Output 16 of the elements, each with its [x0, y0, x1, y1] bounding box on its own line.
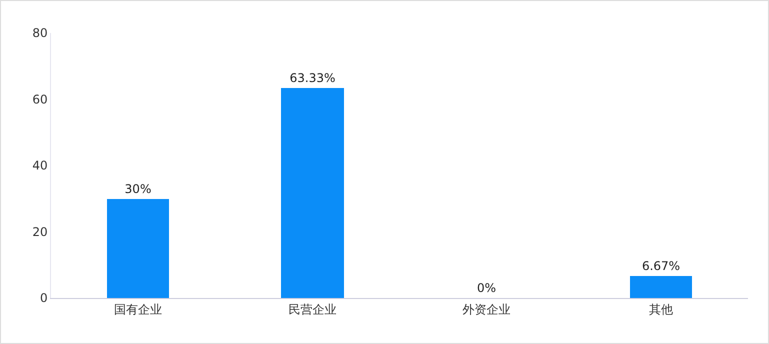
y-tick-label: 80 [32, 26, 48, 40]
bar [281, 88, 344, 298]
y-tick-label: 20 [32, 224, 48, 239]
y-tick-label: 0 [40, 291, 48, 306]
data-label: 30% [124, 182, 152, 196]
bar [107, 199, 169, 298]
y-tick-label: 60 [32, 92, 48, 106]
x-tick-label: 外资企业 [462, 302, 511, 316]
x-tick-label: 国有企业 [114, 302, 162, 316]
x-tick-label: 其他 [648, 302, 673, 316]
data-label: 63.33% [290, 71, 336, 85]
data-label: 6.67% [642, 259, 680, 273]
x-tick-label: 民营企业 [288, 302, 336, 316]
data-label: 0% [476, 281, 496, 295]
bar [630, 276, 692, 298]
y-tick-label: 40 [32, 158, 48, 173]
